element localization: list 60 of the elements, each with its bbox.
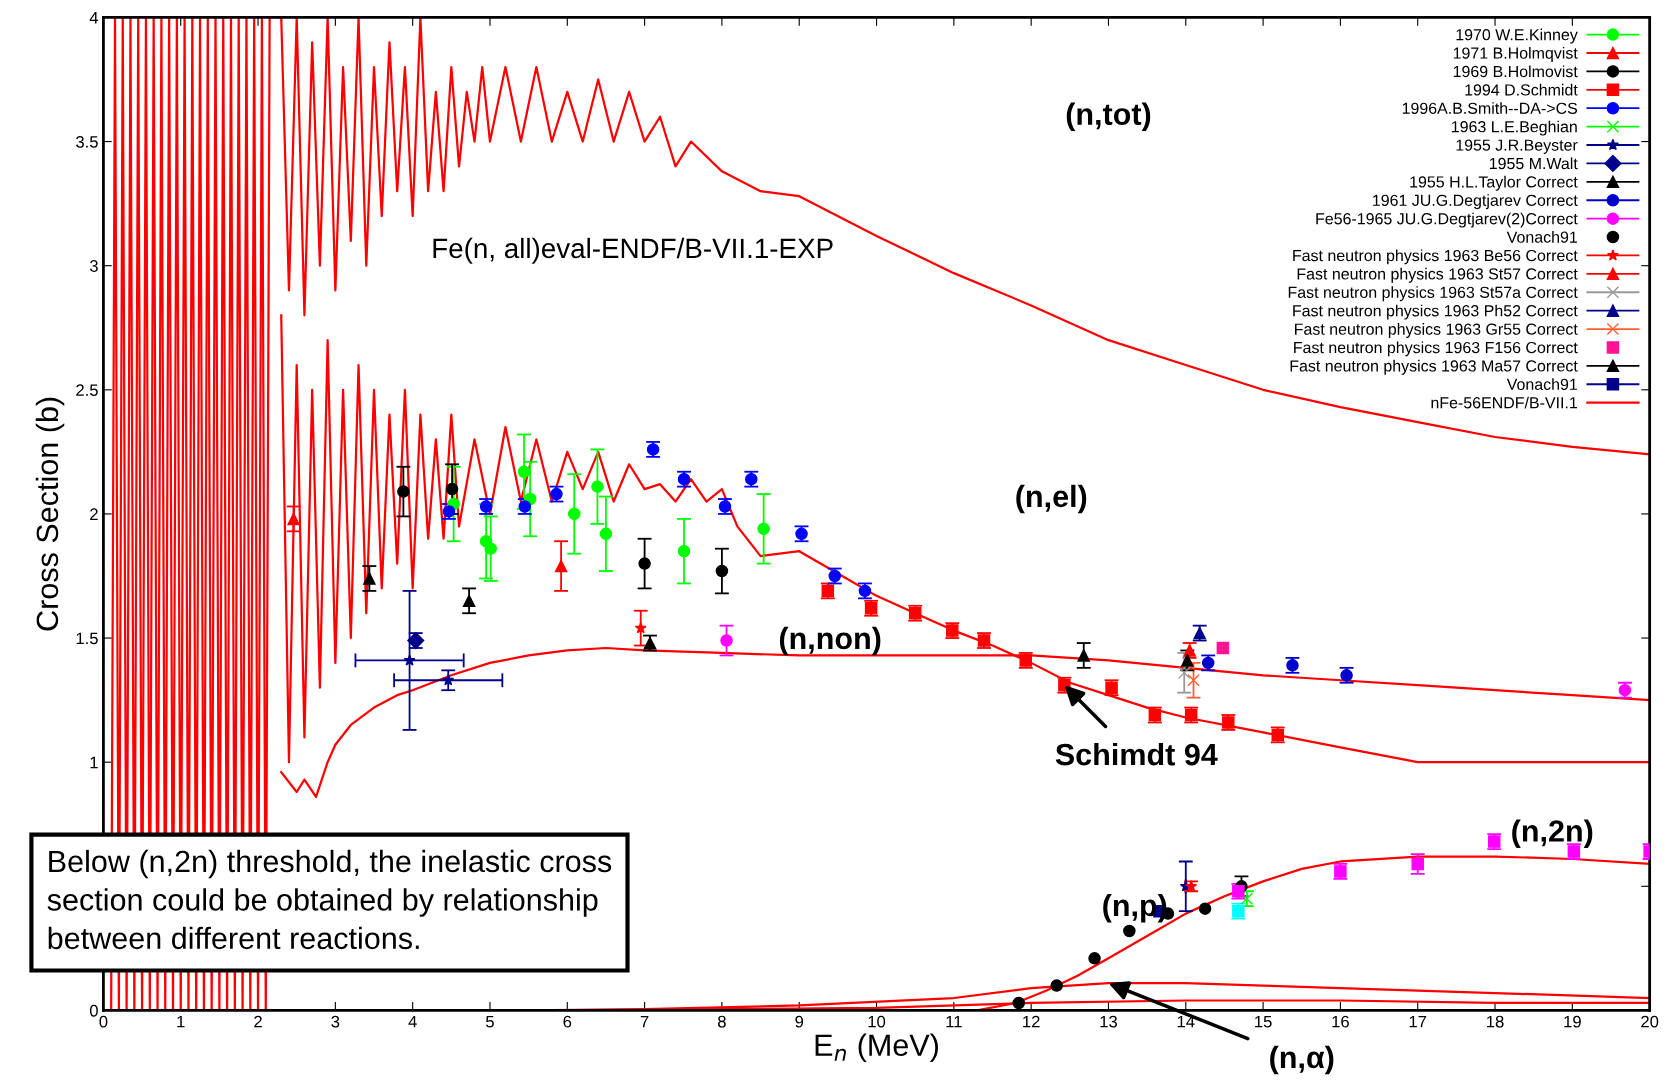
y-tick-label: 1.5 [76, 632, 98, 645]
x-tick-label: 7 [640, 1015, 649, 1028]
legend-label: nFe-56ENDF/B-VII.1 [1431, 396, 1577, 409]
x-tick-label: 19 [1564, 1015, 1581, 1028]
legend-label: Fast neutron physics 1963 St57a Correct [1288, 286, 1578, 302]
legend-label: 1955 M.Walt [1489, 157, 1578, 170]
annotation: Schimdt 94 [1055, 742, 1218, 766]
legend-label: 1955 J.R.Beyster [1456, 139, 1578, 154]
annotation: Fe(n, all)eval-ENDF/B-VII.1-EXP [433, 237, 833, 264]
legend-label: Fast neutron physics 1963 F156 Correct [1294, 341, 1578, 357]
y-tick-label: 4 [89, 12, 99, 24]
legend-label: 1971 B.Holmqvist [1453, 47, 1578, 62]
annotation: (n,el) [1016, 484, 1087, 514]
x-tick-label: 4 [408, 1015, 417, 1028]
x-tick-label: 9 [795, 1015, 804, 1028]
annotation: (n,p) [1103, 893, 1167, 923]
x-tick-label: 0 [99, 1015, 108, 1028]
y-tick-label: 2.5 [76, 384, 98, 397]
x-axis-title: E$_{n}$ (MeV) [815, 1033, 938, 1063]
x-tick-label: 3 [331, 1015, 340, 1028]
x-tick-label: 6 [563, 1015, 572, 1028]
legend-label: 1955 H.L.Taylor Correct [1410, 175, 1578, 191]
x-tick-label: 12 [1023, 1015, 1040, 1028]
x-tick-label: 15 [1255, 1015, 1272, 1028]
y-tick-label: 2 [90, 508, 98, 520]
legend-label: 1969 B.Holmovist [1453, 65, 1578, 78]
annotation: (n,α) [1270, 1045, 1334, 1075]
x-tick-label: 2 [254, 1015, 262, 1028]
legend-label: 1970 W.E.Kinney [1456, 28, 1578, 44]
x-tick-label: 20 [1641, 1015, 1659, 1028]
legend-label: 1963 L.E.Beghian [1452, 120, 1577, 136]
annotation: (n,non) [779, 626, 881, 656]
y-tick-label: 3.5 [76, 135, 98, 148]
x-tick-label: 8 [718, 1015, 726, 1028]
y-tick-label: 1 [90, 756, 98, 769]
annotation: Below (n,2n) threshold, the inelastic cross section could be obtained by relationship between different reactions. [47, 849, 612, 950]
legend-label: Fast neutron physics 1963 Ph52 Correct [1293, 304, 1578, 320]
legend-label: Fast neutron physics 1963 Gr55 Correct [1295, 323, 1578, 338]
x-tick-label: 1 [177, 1015, 185, 1028]
x-tick-label: 16 [1332, 1015, 1349, 1028]
annotation: (n,tot) [1066, 102, 1151, 131]
legend-label: Fast neutron physics 1963 Ma57 Correct [1290, 359, 1578, 375]
x-tick-label: 18 [1487, 1015, 1504, 1028]
legend-label: Fe56-1965 JU.G.Degtjarev(2)Correct [1316, 212, 1578, 228]
legend-label: 1996A.B.Smith--DA->CS [1402, 102, 1578, 114]
x-tick-label: 5 [486, 1015, 494, 1028]
x-tick-label: 13 [1100, 1015, 1118, 1028]
x-tick-label: 11 [946, 1015, 962, 1028]
y-axis-title: Cross Section (b) [35, 397, 65, 631]
legend-label: Vonach91 [1506, 378, 1577, 391]
x-tick-label: 17 [1409, 1015, 1427, 1028]
y-tick-label: 0 [89, 1004, 98, 1017]
legend-label: 1994 D.Schmidt [1465, 83, 1578, 96]
legend-label: Vonach91 [1506, 231, 1577, 243]
legend-label: 1961 JU.G.Degtjarev Correct [1373, 194, 1578, 210]
legend-label: Fast neutron physics 1963 St57 Correct [1297, 267, 1578, 283]
y-tick-label: 3 [89, 260, 98, 272]
annotation: (n,2n) [1512, 819, 1593, 848]
legend-label: Fast neutron physics 1963 Be56 Correct [1293, 249, 1578, 265]
x-tick-label: 10 [868, 1015, 886, 1028]
